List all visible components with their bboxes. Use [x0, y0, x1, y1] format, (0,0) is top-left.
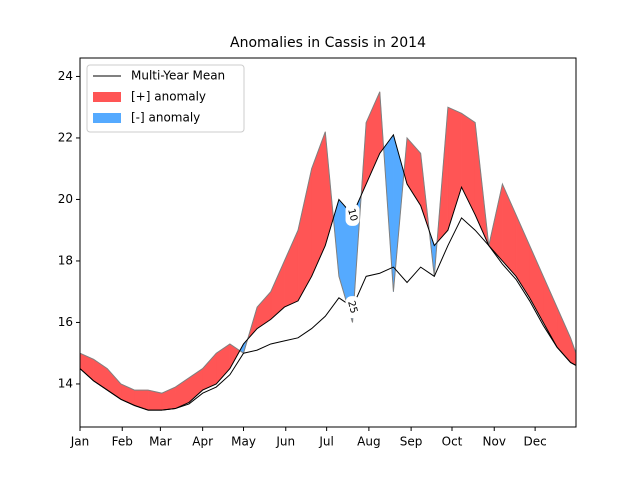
line-label-bg — [345, 296, 360, 319]
x-tick-label: Jun — [275, 435, 295, 449]
plot: 10 25 — [80, 91, 576, 411]
x-tick-label: Nov — [483, 435, 506, 449]
anomaly-fill — [311, 131, 326, 277]
y-tick-label: 20 — [58, 192, 73, 206]
y-tick-label: 16 — [58, 315, 73, 329]
legend-label: [+] anomaly — [131, 90, 206, 104]
x-tick-label: May — [231, 435, 256, 449]
y-tick-label: 18 — [58, 253, 73, 267]
legend-swatch — [93, 92, 121, 102]
x-tick-label: Apr — [192, 435, 213, 449]
x-tick-label: Aug — [357, 435, 380, 449]
y-tick-label: 24 — [58, 69, 73, 83]
anomaly-fill — [134, 389, 149, 411]
line-label: 25 — [345, 300, 359, 315]
anomaly-fill — [365, 91, 381, 185]
legend-label: Multi-Year Mean — [131, 69, 225, 83]
anomaly-fill — [461, 112, 476, 215]
y-tick-label: 22 — [58, 130, 73, 144]
anomaly-fill — [216, 343, 231, 385]
observed-line — [80, 91, 576, 394]
x-tick-label: Feb — [112, 435, 133, 449]
anomaly-fill — [515, 214, 530, 299]
mean-line — [80, 217, 576, 411]
anomaly-fill — [502, 183, 517, 277]
line-label-bg — [345, 203, 360, 226]
legend-box — [86, 64, 245, 133]
anomaly-fill — [80, 352, 94, 382]
y-tick-label: 14 — [58, 376, 73, 390]
anomaly-fill — [270, 260, 285, 320]
x-tick-label: Jul — [318, 435, 333, 449]
anomaly-fill — [284, 230, 299, 308]
x-tick-label: Mar — [149, 435, 172, 449]
anomaly-fill — [256, 291, 272, 330]
legend-swatch — [93, 113, 121, 123]
anomaly-fill — [447, 106, 462, 231]
x-tick-label: Jan — [70, 435, 90, 449]
x-tick-label: Oct — [442, 435, 463, 449]
plot-frame — [79, 57, 577, 428]
x-tick-label: Sep — [400, 435, 423, 449]
legend-label: [-] anomaly — [131, 111, 200, 125]
x-tick-label: Dec — [524, 435, 547, 449]
line-label: 10 — [345, 207, 359, 222]
anomaly-fill — [297, 168, 312, 302]
chart-title: Anomalies in Cassis in 2014 — [230, 35, 426, 51]
